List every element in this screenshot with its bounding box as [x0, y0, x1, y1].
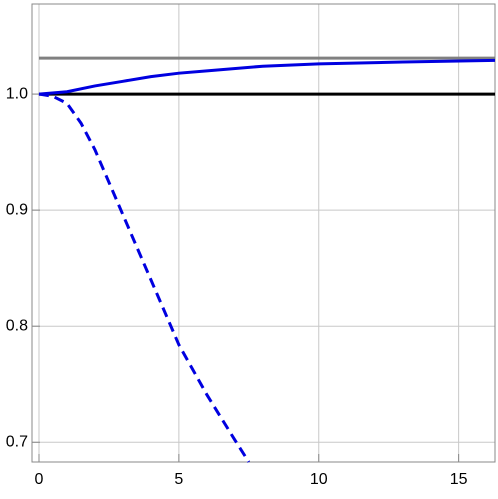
x-tick-label: 0: [35, 471, 44, 488]
series-line: [38, 58, 496, 96]
plot-frame: [31, 3, 496, 463]
x-tick-label: 10: [310, 471, 328, 488]
series-line: [38, 92, 251, 463]
y-tick-label: 0.9: [6, 201, 28, 218]
y-tick-label: 0.7: [6, 433, 28, 450]
y-tick-label: 1.0: [6, 85, 28, 102]
y-tick-label: 0.8: [6, 317, 28, 334]
x-tick-label: 5: [174, 471, 183, 488]
x-tick-label: 15: [450, 471, 468, 488]
